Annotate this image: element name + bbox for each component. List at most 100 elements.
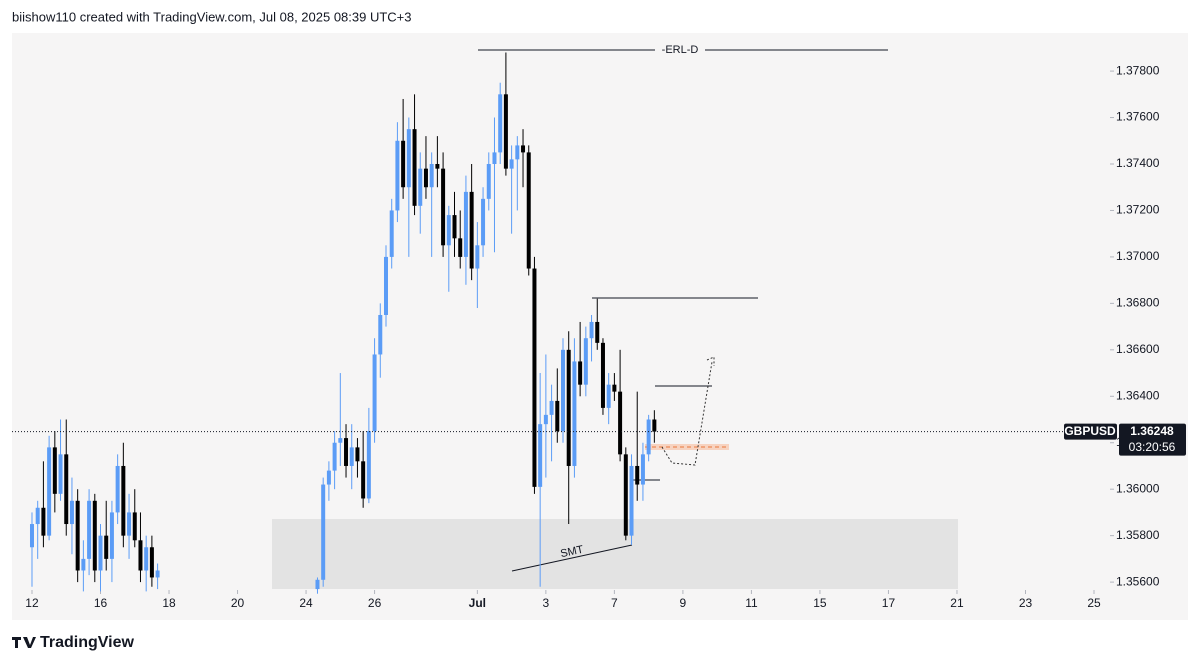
- candle-body: [29, 524, 34, 548]
- candle-body: [549, 400, 554, 415]
- candle-body: [321, 484, 326, 580]
- candle-body: [121, 465, 126, 536]
- y-tick-label: 1.37000: [1116, 249, 1160, 263]
- candle-body: [64, 454, 69, 525]
- candle-body: [355, 447, 360, 462]
- candle-body: [41, 507, 46, 536]
- candle-body: [338, 438, 343, 443]
- x-tick-label: 11: [745, 596, 758, 610]
- x-tick-label: 23: [1019, 596, 1033, 610]
- candle-body: [589, 321, 594, 339]
- candle-body: [503, 94, 508, 169]
- candle-body: [127, 512, 132, 536]
- candle-body: [412, 129, 417, 206]
- candle-body: [486, 164, 491, 199]
- candle-body: [618, 391, 623, 455]
- candle-body: [47, 447, 52, 536]
- logo-mark: [12, 637, 36, 648]
- candle-body: [395, 140, 400, 211]
- annotation: -ERL-D: [662, 44, 699, 56]
- y-tick-label: 1.35600: [1116, 574, 1160, 588]
- x-tick-label: 25: [1087, 596, 1101, 610]
- symbol-box: [1064, 423, 1117, 440]
- candle-body: [463, 191, 468, 257]
- y-tick-label: 1.35800: [1116, 528, 1160, 542]
- last-price-label: 1.36248: [1130, 424, 1174, 438]
- candle-body: [423, 168, 428, 188]
- candle-body: [383, 256, 388, 315]
- y-tick-label: 1.37400: [1116, 156, 1160, 170]
- candle-body: [332, 442, 337, 471]
- candle-body: [646, 419, 651, 455]
- x-tick-label: 26: [368, 596, 382, 610]
- candle-body: [481, 198, 486, 246]
- candle-body: [446, 215, 451, 246]
- candle-body: [578, 361, 583, 385]
- candle-body: [435, 164, 440, 169]
- candle-body: [389, 210, 394, 257]
- candle-body: [378, 314, 383, 355]
- candle-body: [612, 384, 617, 392]
- projection-arrow: [706, 356, 715, 366]
- y-tick-label: 1.37800: [1116, 63, 1160, 77]
- annotation: SMT: [559, 544, 584, 561]
- candle-body: [429, 164, 434, 188]
- candle-body: [566, 349, 571, 466]
- y-tick-label: 1.36600: [1116, 342, 1160, 356]
- candle-body: [344, 438, 349, 466]
- candle-body: [543, 414, 548, 425]
- candle-body: [372, 354, 377, 432]
- y-tick-label: 1.37600: [1116, 110, 1160, 124]
- candle-body: [401, 140, 406, 188]
- x-tick-label: 12: [25, 596, 39, 610]
- candle-body: [149, 547, 154, 578]
- zone: [272, 519, 958, 589]
- candle-body: [87, 500, 92, 559]
- countdown-label: 03:20:56: [1129, 440, 1176, 454]
- candle-body: [58, 454, 63, 494]
- x-tick-label: Jul: [469, 596, 486, 610]
- candle-body: [475, 245, 480, 269]
- candle-body: [458, 238, 463, 257]
- y-tick-label: 1.36000: [1116, 481, 1160, 495]
- logo: TradingView: [12, 634, 135, 651]
- candle-body: [635, 465, 640, 485]
- candle-body: [469, 191, 474, 269]
- price-box: [1119, 423, 1186, 456]
- candle-body: [81, 558, 86, 571]
- candle-body: [138, 540, 143, 571]
- x-tick-label: 7: [611, 596, 618, 610]
- candle-body: [115, 465, 120, 513]
- x-tick-label: 16: [94, 596, 108, 610]
- candle-body: [515, 145, 520, 160]
- candle-body: [109, 512, 114, 559]
- x-tick-label: 9: [680, 596, 687, 610]
- candle-body: [315, 579, 320, 590]
- candle-body: [595, 321, 600, 343]
- candle-body: [326, 470, 331, 485]
- candle-body: [606, 384, 611, 408]
- candle-body: [555, 400, 560, 432]
- x-tick-label: 17: [882, 596, 896, 610]
- candle-body: [75, 500, 80, 571]
- x-tick-label: 3: [543, 596, 550, 610]
- candle-body: [52, 447, 57, 494]
- candle-body: [144, 547, 149, 571]
- candle-body: [92, 500, 97, 571]
- candle-body: [509, 159, 514, 169]
- x-tick-label: 20: [231, 596, 245, 610]
- x-tick-label: 18: [162, 596, 176, 610]
- candle-body: [155, 570, 160, 578]
- y-tick-label: 1.37200: [1116, 203, 1160, 217]
- candle-body: [572, 361, 577, 466]
- candle-body: [69, 500, 74, 525]
- candle-body: [452, 215, 457, 239]
- candle-body: [441, 168, 446, 246]
- projection: [661, 361, 713, 466]
- candle-body: [406, 129, 411, 188]
- candle-body: [498, 94, 503, 153]
- candle-body: [640, 454, 645, 485]
- candle-body: [623, 454, 628, 536]
- footer: TradingView: [40, 634, 135, 651]
